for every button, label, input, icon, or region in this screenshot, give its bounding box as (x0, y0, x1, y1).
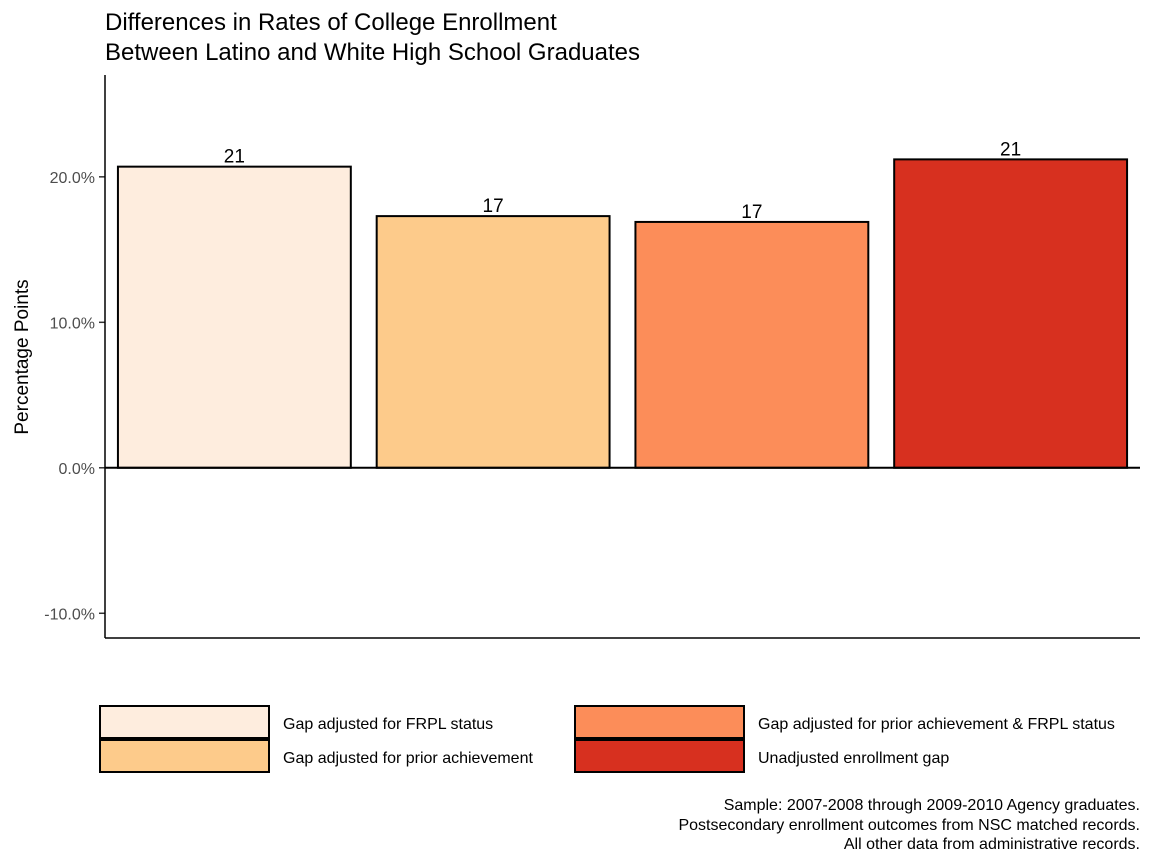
title-line-1: Differences in Rates of College Enrollme… (105, 9, 557, 36)
bar-data-label: 21 (224, 147, 245, 168)
bar-data-label: 21 (1000, 139, 1021, 160)
legend-label-prior-achievement-frpl: Gap adjusted for prior achievement & FRP… (758, 716, 1115, 733)
legend-swatch-frpl (99, 705, 270, 739)
bar (375, 215, 611, 469)
y-axis-ticks: 20.0% 10.0% 0.0% -10.0% (44, 170, 105, 623)
bar (893, 158, 1129, 469)
chart-title: Differences in Rates of College Enrollme… (105, 9, 640, 66)
caption: Sample: 2007-2008 through 2009-2010 Agen… (678, 797, 1140, 853)
bar (116, 165, 352, 469)
bars-group (116, 158, 1129, 469)
legend-swatch-prior-achievement-frpl (574, 705, 745, 739)
legend-swatch-unadjusted (574, 739, 745, 773)
caption-line-1: Sample: 2007-2008 through 2009-2010 Agen… (724, 797, 1140, 814)
bar-data-labels: 21 17 17 21 (224, 139, 1021, 223)
title-line-2: Between Latino and White High School Gra… (105, 39, 640, 66)
y-tick-label: 10.0% (50, 315, 95, 332)
y-axis-title: Percentage Points (12, 279, 33, 434)
caption-line-2: Postsecondary enrollment outcomes from N… (678, 817, 1140, 834)
y-tick-label: -10.0% (44, 606, 95, 623)
legend-label-unadjusted: Unadjusted enrollment gap (758, 750, 949, 767)
y-tick-label: 0.0% (59, 461, 95, 478)
y-tick-label: 20.0% (50, 170, 95, 187)
legend: Gap adjusted for FRPL status Gap adjuste… (99, 705, 1115, 773)
legend-swatch-prior-achievement (99, 739, 270, 773)
caption-line-3: All other data from administrative recor… (844, 836, 1140, 853)
bar-data-label: 17 (483, 196, 504, 217)
bar (634, 220, 870, 469)
legend-label-prior-achievement: Gap adjusted for prior achievement (283, 750, 533, 767)
legend-label-frpl: Gap adjusted for FRPL status (283, 716, 493, 733)
bar-data-label: 17 (741, 202, 762, 223)
